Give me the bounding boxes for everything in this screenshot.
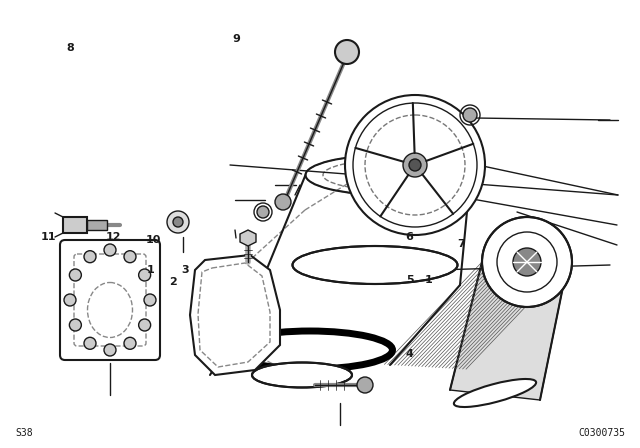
Polygon shape [450, 262, 567, 400]
Text: 11: 11 [40, 233, 56, 242]
Ellipse shape [173, 217, 183, 227]
Text: 2: 2 [169, 277, 177, 287]
Ellipse shape [252, 362, 352, 388]
Ellipse shape [84, 251, 96, 263]
Text: 10: 10 [146, 235, 161, 245]
Ellipse shape [69, 319, 81, 331]
Ellipse shape [275, 194, 291, 210]
Ellipse shape [104, 344, 116, 356]
Bar [87, 220, 107, 230]
Ellipse shape [482, 217, 572, 307]
Ellipse shape [84, 337, 96, 349]
Ellipse shape [64, 294, 76, 306]
Text: 8: 8 [67, 43, 74, 53]
Text: C0300735: C0300735 [578, 428, 625, 438]
Text: 9: 9 [233, 34, 241, 44]
Ellipse shape [124, 251, 136, 263]
Text: 6: 6 [406, 233, 413, 242]
Ellipse shape [345, 95, 485, 235]
Ellipse shape [257, 206, 269, 218]
Text: 12: 12 [106, 233, 122, 242]
Ellipse shape [403, 153, 427, 177]
Ellipse shape [335, 40, 359, 64]
FancyBboxPatch shape [60, 240, 160, 360]
Ellipse shape [104, 244, 116, 256]
Polygon shape [240, 230, 256, 246]
Text: S38: S38 [15, 428, 33, 438]
Ellipse shape [463, 108, 477, 122]
Ellipse shape [124, 337, 136, 349]
Ellipse shape [139, 319, 150, 331]
Polygon shape [190, 255, 280, 375]
Ellipse shape [454, 379, 536, 407]
Ellipse shape [292, 246, 458, 284]
Text: 1: 1 [147, 265, 154, 275]
Text: 3: 3 [182, 265, 189, 275]
Ellipse shape [513, 248, 541, 276]
Text: 1: 1 [425, 275, 433, 285]
Ellipse shape [69, 269, 81, 281]
Ellipse shape [409, 159, 421, 171]
Text: 5: 5 [406, 275, 413, 285]
Text: 4: 4 [406, 349, 413, 359]
Ellipse shape [144, 294, 156, 306]
Ellipse shape [357, 377, 373, 393]
Ellipse shape [139, 269, 150, 281]
Text: 7: 7 [457, 239, 465, 249]
Ellipse shape [167, 211, 189, 233]
Bar [63, 217, 87, 233]
